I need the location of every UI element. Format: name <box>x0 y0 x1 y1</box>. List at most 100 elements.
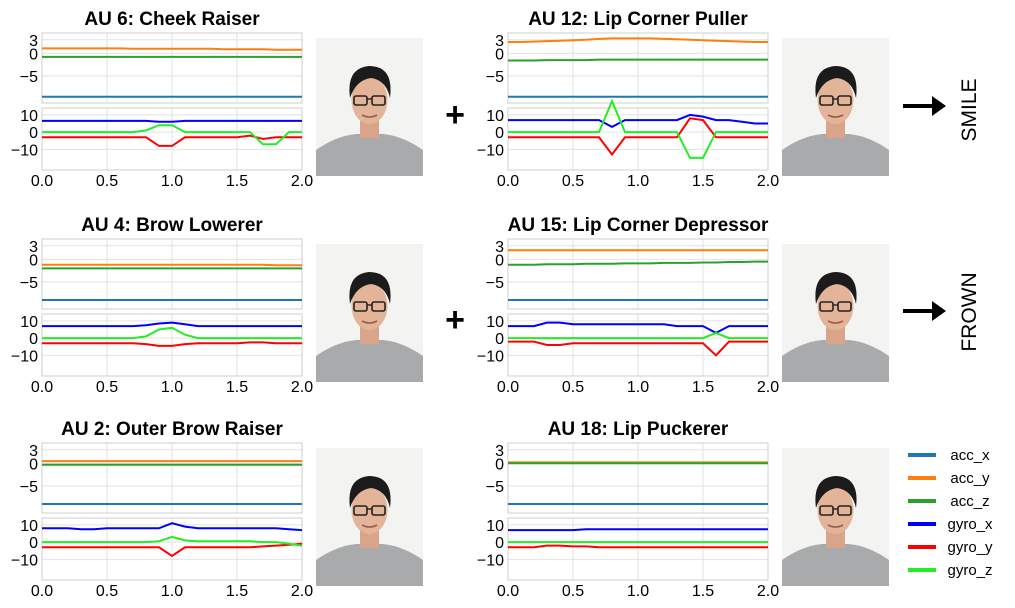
x-tick-label: 1.0 <box>161 173 183 190</box>
y-tick-label: −5 <box>486 69 504 86</box>
y-tick-label: −5 <box>486 275 504 292</box>
x-tick-label: 1.5 <box>226 173 248 190</box>
face-photo <box>316 244 423 382</box>
x-tick-label: 1.5 <box>692 379 714 396</box>
y-tick-label: 0 <box>495 535 504 552</box>
legend-label: acc_z <box>950 493 989 510</box>
axes-frame <box>507 517 769 581</box>
series-line <box>42 542 303 558</box>
axes-frame <box>507 313 769 377</box>
legend-label: gyro_y <box>947 539 993 556</box>
y-tick-label: 10 <box>20 518 38 535</box>
axes-frame <box>507 442 769 514</box>
arrow <box>903 301 946 321</box>
series-line <box>42 47 302 51</box>
y-tick-label: 0 <box>495 456 504 473</box>
y-tick-label: −10 <box>11 552 38 569</box>
series-line <box>508 37 768 43</box>
y-tick-label: 10 <box>486 108 504 125</box>
series-line <box>508 544 768 549</box>
face-photo <box>782 448 889 586</box>
series-line <box>42 522 303 532</box>
chart-title: AU 18: Lip Puckerer <box>548 419 729 440</box>
axes-frame <box>507 107 769 171</box>
face-photo <box>782 244 889 382</box>
series-line <box>508 321 768 335</box>
y-tick-label: 0 <box>495 252 504 269</box>
x-tick-label: 0.5 <box>562 379 584 396</box>
y-tick-label: 0 <box>29 125 38 142</box>
x-tick-label: 0.0 <box>31 583 53 600</box>
chart-title: AU 15: Lip Corner Depressor <box>508 215 769 236</box>
face-photo <box>316 448 423 586</box>
y-tick-label: 3 <box>29 239 38 256</box>
series-line <box>42 535 303 547</box>
axes-frame <box>41 442 303 514</box>
x-tick-label: 2.0 <box>291 173 313 190</box>
axes-frame <box>41 517 303 581</box>
chart-title: AU 4: Brow Lowerer <box>81 215 263 236</box>
x-tick-label: 1.5 <box>226 379 248 396</box>
x-tick-label: 0.0 <box>31 379 53 396</box>
series-line <box>42 321 302 328</box>
x-tick-label: 1.5 <box>692 173 714 190</box>
y-tick-label: 0 <box>29 535 38 552</box>
y-tick-label: 10 <box>486 518 504 535</box>
axes-frame <box>41 32 303 104</box>
x-tick-label: 2.0 <box>757 379 779 396</box>
legend-label: gyro_z <box>947 562 992 579</box>
face-photo <box>316 38 423 176</box>
x-tick-label: 1.5 <box>226 583 248 600</box>
x-tick-label: 1.0 <box>627 583 649 600</box>
series-line <box>508 331 768 340</box>
legend-label: gyro_x <box>947 516 993 533</box>
y-tick-label: 3 <box>29 443 38 460</box>
x-tick-label: 1.0 <box>161 379 183 396</box>
y-tick-label: 0 <box>29 46 38 63</box>
outcome-label: SMILE <box>958 78 981 141</box>
x-tick-label: 0.0 <box>497 379 519 396</box>
x-tick-label: 1.0 <box>161 583 183 600</box>
y-tick-label: −5 <box>20 479 38 496</box>
y-tick-label: −10 <box>477 348 504 365</box>
x-tick-label: 0.5 <box>562 583 584 600</box>
face-photo <box>782 38 889 176</box>
y-tick-label: −10 <box>477 552 504 569</box>
y-tick-label: 0 <box>495 46 504 63</box>
y-tick-label: 0 <box>29 252 38 269</box>
y-tick-label: 10 <box>20 314 38 331</box>
series-line <box>508 98 768 159</box>
axes-frame <box>41 313 303 377</box>
legend-label: acc_y <box>950 470 990 487</box>
axes-frame <box>41 238 303 310</box>
y-tick-label: −10 <box>477 142 504 159</box>
x-tick-label: 1.5 <box>692 583 714 600</box>
series-line <box>42 124 302 146</box>
decoration: + + SMILE FROWN <box>445 78 981 351</box>
y-tick-label: −10 <box>11 142 38 159</box>
y-tick-label: 0 <box>29 456 38 473</box>
x-tick-label: 0.5 <box>96 583 118 600</box>
x-tick-label: 2.0 <box>757 173 779 190</box>
x-tick-label: 0.5 <box>562 173 584 190</box>
x-tick-label: 2.0 <box>291 583 313 600</box>
y-tick-label: 10 <box>486 314 504 331</box>
y-tick-label: 3 <box>495 33 504 50</box>
chart-title: AU 2: Outer Brow Raiser <box>61 419 283 440</box>
series-line <box>42 341 302 347</box>
x-tick-label: 1.0 <box>627 173 649 190</box>
series-line <box>42 134 302 147</box>
x-tick-label: 2.0 <box>291 379 313 396</box>
series-line <box>42 263 302 267</box>
y-tick-label: −10 <box>11 348 38 365</box>
chart-title: AU 6: Cheek Raiser <box>84 9 260 30</box>
axes-frame <box>41 107 303 171</box>
legend-label: acc_x <box>950 447 990 464</box>
x-tick-label: 0.5 <box>96 173 118 190</box>
x-tick-label: 1.0 <box>627 379 649 396</box>
y-tick-label: 3 <box>29 33 38 50</box>
x-tick-label: 0.0 <box>31 173 53 190</box>
y-tick-label: −5 <box>20 275 38 292</box>
plus-sign: + <box>445 301 465 339</box>
x-tick-label: 0.0 <box>497 583 519 600</box>
